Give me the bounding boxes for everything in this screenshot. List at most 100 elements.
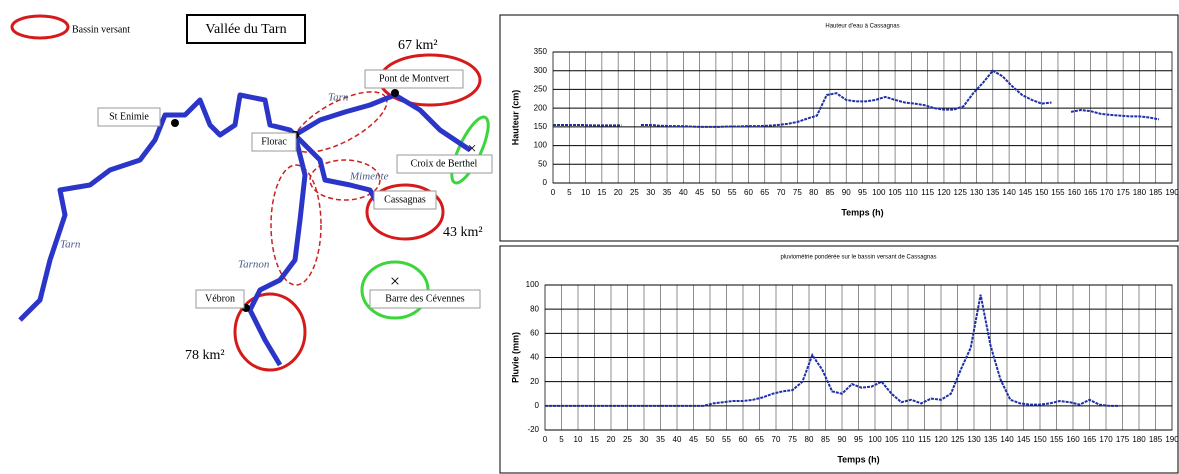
y-tick-label: 40: [530, 353, 539, 362]
x-tick-label: 140: [1000, 435, 1014, 444]
x-tick-label: 20: [614, 188, 623, 197]
x-tick-label: 40: [673, 435, 682, 444]
x-tick-label: 130: [970, 188, 984, 197]
x-tick-label: 95: [854, 435, 863, 444]
y-tick-label: 20: [530, 377, 539, 386]
basin: [233, 292, 307, 372]
x-tick-label: 110: [902, 435, 915, 444]
cross: ×: [390, 271, 400, 291]
x-tick-label: 150: [1035, 188, 1049, 197]
y-tick-label: 250: [534, 85, 548, 94]
place: Florac: [261, 136, 287, 147]
x-tick-label: 120: [937, 188, 951, 197]
x-tick-label: 45: [689, 435, 698, 444]
title-box: [186, 14, 306, 44]
x-axis-title: Temps (h): [841, 207, 883, 217]
x-tick-label: 55: [728, 188, 737, 197]
x-tick-label: 145: [1017, 435, 1031, 444]
label-boxes: [97, 69, 493, 309]
x-tick-label: 60: [739, 435, 748, 444]
river-label: Tarnon: [238, 259, 270, 271]
x-tick-label: 45: [695, 188, 704, 197]
x-tick-label: 75: [788, 435, 797, 444]
y-axis-title: Pluvie (mm): [510, 332, 520, 383]
x-tick-label: 60: [744, 188, 753, 197]
x-tick-label: 130: [967, 435, 981, 444]
river: [18, 92, 472, 322]
x-tick-label: 120: [934, 435, 948, 444]
y-axis-title: Hauteur (cm): [510, 90, 520, 146]
x-tick-label: 15: [590, 435, 599, 444]
place: Cassagnas: [384, 194, 426, 205]
x-tick-label: 135: [986, 188, 1000, 197]
x-axis-title: Temps (h): [837, 454, 879, 464]
x-tick-label: 30: [646, 188, 655, 197]
x-tick-label: 10: [574, 435, 583, 444]
place: Pont de Montvert: [379, 73, 449, 84]
x-tick-label: 185: [1149, 435, 1163, 444]
sub-basin: [309, 159, 381, 201]
x-tick-label: 10: [581, 188, 590, 197]
x-tick-label: 125: [951, 435, 965, 444]
x-tick-label: 160: [1068, 188, 1082, 197]
x-tick-label: 105: [888, 188, 902, 197]
x-tick-label: 155: [1051, 188, 1065, 197]
chart-title: pluviométrie pondérée sur le bassin vers…: [780, 255, 936, 261]
x-tick-label: 40: [679, 188, 688, 197]
sub-basin: [270, 164, 322, 286]
area-label: 67 km²: [398, 38, 438, 53]
x-tick-label: 80: [809, 188, 818, 197]
x-tick-label: 115: [921, 188, 934, 197]
x-tick-label: 30: [640, 435, 649, 444]
x-tick-label: 160: [1066, 435, 1080, 444]
place: Barre des Cévennes: [385, 293, 465, 304]
x-tick-label: 70: [777, 188, 786, 197]
y-tick-label: 150: [534, 122, 548, 131]
basin: [365, 183, 445, 241]
x-tick-label: 5: [567, 188, 572, 197]
x-tick-label: 135: [984, 435, 998, 444]
x-tick-label: 0: [543, 435, 548, 444]
x-tick-label: 190: [1165, 188, 1179, 197]
map: Bassin versant Vallée du Tarn × × St Eni…: [10, 14, 493, 372]
x-tick-label: 110: [905, 188, 918, 197]
x-tick-label: 175: [1116, 435, 1130, 444]
x-tick-label: 170: [1099, 435, 1113, 444]
x-tick-label: 165: [1084, 188, 1098, 197]
x-tick-label: 80: [805, 435, 814, 444]
x-tick-label: 55: [722, 435, 731, 444]
y-tick-label: 80: [530, 304, 539, 313]
river-label: Mimente: [349, 171, 389, 183]
y-tick-label: 60: [530, 328, 539, 337]
x-tick-label: 35: [656, 435, 665, 444]
area-label: 78 km²: [185, 348, 225, 363]
x-tick-label: 150: [1033, 435, 1047, 444]
x-tick-label: 165: [1083, 435, 1097, 444]
place: St Enimie: [109, 111, 149, 122]
x-tick-label: 70: [772, 435, 781, 444]
place: Vébron: [205, 293, 235, 304]
x-tick-label: 5: [559, 435, 564, 444]
x-tick-label: 180: [1133, 188, 1147, 197]
x-tick-label: 175: [1116, 188, 1130, 197]
river-label: Tarn: [328, 92, 349, 104]
data-line: [553, 69, 1160, 128]
x-tick-label: 25: [623, 435, 632, 444]
y-tick-label: 50: [538, 159, 547, 168]
x-tick-label: 100: [872, 188, 886, 197]
x-tick-label: 140: [1002, 188, 1016, 197]
x-tick-label: 35: [663, 188, 672, 197]
x-tick-label: 125: [954, 188, 968, 197]
river: [247, 134, 308, 367]
place: Croix de Berthel: [411, 158, 478, 169]
river-label: Tarn: [60, 239, 81, 251]
x-tick-label: 75: [793, 188, 802, 197]
y-tick-label: 0: [543, 178, 548, 187]
x-tick-label: 50: [706, 435, 715, 444]
cross: ×: [467, 141, 476, 158]
y-tick-label: 350: [534, 47, 548, 56]
x-tick-label: 170: [1100, 188, 1114, 197]
x-tick-label: 155: [1050, 435, 1064, 444]
x-tick-label: 90: [838, 435, 847, 444]
